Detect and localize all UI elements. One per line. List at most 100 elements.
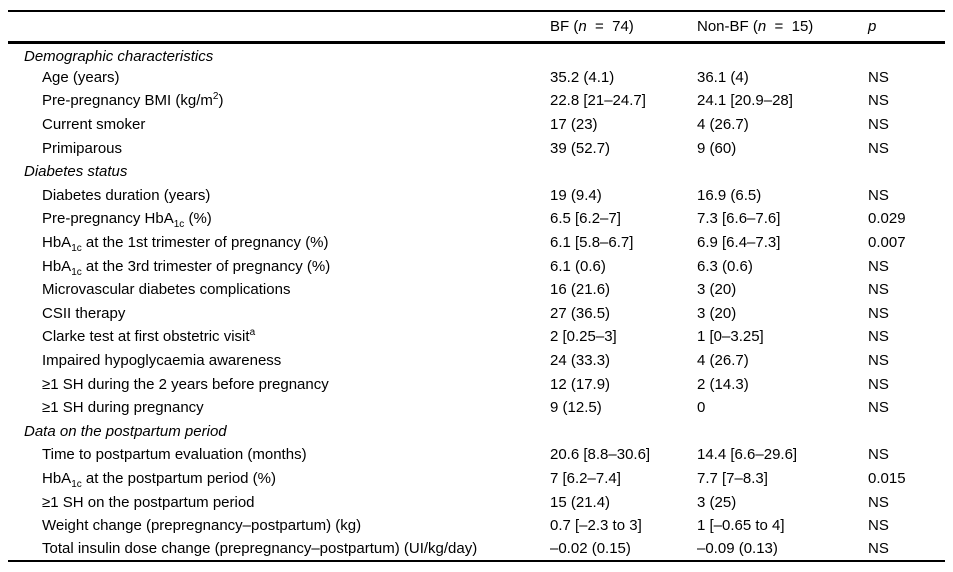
bf-value: 12 (17.9) [550, 375, 611, 393]
table-row: HbA1c at the 3rd trimester of pregnancy … [8, 254, 945, 278]
bf-value: 24 (33.3) [550, 352, 611, 370]
p-value: 0.007 [868, 234, 906, 252]
p-value: NS [868, 352, 889, 370]
row-label: Primiparous [42, 139, 123, 157]
row-label: Pre-pregnancy HbA1c (%) [42, 210, 212, 231]
p-value: NS [868, 68, 889, 86]
nonbf-value: –0.09 (0.13) [697, 540, 778, 558]
table-row: Pre-pregnancy HbA1c (%) 6.5 [6.2–7] 7.3 [6… [8, 207, 945, 231]
table-row: HbA1c at the 1st trimester of pregnancy … [8, 231, 945, 255]
col-header-bf: BF (n = 74) [550, 10, 697, 44]
bf-value: 19 (9.4) [550, 186, 602, 204]
bf-value: 0.7 [–2.3 to 3] [550, 517, 642, 535]
row-label: Pre-pregnancy BMI (kg/m2) [42, 91, 224, 110]
p-value: NS [868, 92, 889, 110]
p-value: NS [868, 540, 889, 558]
table-row: Pre-pregnancy BMI (kg/m2) 22.8 [21–24.7] 2… [8, 89, 945, 113]
row-label: Diabetes status [24, 163, 128, 181]
p-value: NS [868, 328, 889, 346]
section-row: Diabetes status [8, 160, 945, 184]
p-value: NS [868, 139, 889, 157]
bf-value: 16 (21.6) [550, 281, 611, 299]
table-row: ≥1 SH during pregnancy 9 (12.5) 0 NS [8, 396, 945, 420]
nonbf-value: 3 (20) [697, 281, 737, 299]
col-header-p: p [868, 10, 945, 44]
bf-value: 9 (12.5) [550, 399, 602, 417]
table-row: ≥1 SH on the postpartum period 15 (21.4) 3… [8, 490, 945, 514]
bf-value [550, 160, 697, 184]
nonbf-value: 1 [–0.65 to 4] [697, 517, 785, 535]
bf-value: 6.1 [5.8–6.7] [550, 234, 634, 252]
row-label: ≥1 SH on the postpartum period [42, 493, 255, 511]
header-row: BF (n = 74) Non-BF (n = 15) p [8, 10, 945, 44]
p-value [868, 420, 945, 444]
bf-value: 15 (21.4) [550, 493, 611, 511]
nonbf-value: 4 (26.7) [697, 116, 749, 134]
table-row: Primiparous 39 (52.7) 9 (60) NS [8, 136, 945, 160]
bf-value [550, 42, 697, 66]
nonbf-value: 14.4 [6.6–29.6] [697, 446, 798, 464]
row-label: Demographic characteristics [24, 47, 214, 65]
p-value: NS [868, 446, 889, 464]
nonbf-value [697, 160, 868, 184]
section-row: Demographic characteristics [8, 42, 945, 66]
section-row: Data on the postpartum period [8, 420, 945, 444]
col-header-nonbf: Non-BF (n = 15) [697, 10, 868, 44]
p-value: 0.015 [868, 469, 906, 487]
nonbf-value: 24.1 [20.9–28] [697, 92, 793, 110]
p-value: NS [868, 116, 889, 134]
nonbf-value: 1 [0–3.25] [697, 328, 764, 346]
table-row: Time to postpartum evaluation (months) 20… [8, 443, 945, 467]
nonbf-value: 7.3 [6.6–7.6] [697, 210, 781, 228]
nonbf-value: 6.3 (0.6) [697, 257, 753, 275]
bf-value: 20.6 [8.8–30.6] [550, 446, 651, 464]
table-row: Age (years) 35.2 (4.1) 36.1 (4) NS [8, 66, 945, 90]
row-label: Impaired hypoglycaemia awareness [42, 352, 282, 370]
p-value: NS [868, 493, 889, 511]
table-row: Clarke test at first obstetric visita 2 [… [8, 325, 945, 349]
p-value: NS [868, 375, 889, 393]
row-label: Microvascular diabetes complications [42, 281, 291, 299]
table-row: Total insulin dose change (prepregnancy–… [8, 537, 945, 561]
table-row: Microvascular diabetes complications 16 (… [8, 278, 945, 302]
comparison-table: BF (n = 74) Non-BF (n = 15) p Demographi… [8, 10, 945, 563]
nonbf-value: 6.9 [6.4–7.3] [697, 234, 781, 252]
table-row: HbA1c at the postpartum period (%) 7 [6.2… [8, 467, 945, 491]
table-row: ≥1 SH during the 2 years before pregnanc… [8, 372, 945, 396]
nonbf-value: 7.7 [7–8.3] [697, 469, 768, 487]
table-row: Diabetes duration (years) 19 (9.4) 16.9 (6… [8, 184, 945, 208]
bf-value: 22.8 [21–24.7] [550, 92, 646, 110]
nonbf-value: 16.9 (6.5) [697, 186, 762, 204]
p-value: NS [868, 399, 889, 417]
table-row: CSII therapy 27 (36.5) 3 (20) NS [8, 302, 945, 326]
row-label: Age (years) [42, 68, 120, 86]
nonbf-value [697, 42, 868, 66]
row-label: CSII therapy [42, 304, 126, 322]
table-row: Weight change (prepregnancy–postpartum) … [8, 514, 945, 538]
row-label: Time to postpartum evaluation (months) [42, 446, 307, 464]
row-label: Weight change (prepregnancy–postpartum) … [42, 517, 362, 535]
p-value: NS [868, 186, 889, 204]
row-label: HbA1c at the 3rd trimester of pregnancy … [42, 257, 331, 278]
row-label: Clarke test at first obstetric visita [42, 327, 256, 346]
row-label: Data on the postpartum period [24, 422, 227, 440]
bf-value: –0.02 (0.15) [550, 540, 631, 558]
p-value: NS [868, 304, 889, 322]
row-label: HbA1c at the 1st trimester of pregnancy … [42, 234, 329, 255]
nonbf-value: 3 (20) [697, 304, 737, 322]
bf-value: 39 (52.7) [550, 139, 611, 157]
nonbf-value: 0 [697, 399, 706, 417]
nonbf-value: 3 (25) [697, 493, 737, 511]
row-label: Total insulin dose change (prepregnancy–… [42, 540, 478, 558]
row-label: ≥1 SH during the 2 years before pregnanc… [42, 375, 329, 393]
p-value: NS [868, 517, 889, 535]
table-row: Impaired hypoglycaemia awareness 24 (33.3… [8, 349, 945, 373]
p-value [868, 160, 945, 184]
p-value: NS [868, 257, 889, 275]
col-header-label [8, 10, 550, 44]
bf-value: 27 (36.5) [550, 304, 611, 322]
bf-value: 6.1 (0.6) [550, 257, 606, 275]
p-value [868, 42, 945, 66]
nonbf-value: 4 (26.7) [697, 352, 749, 370]
